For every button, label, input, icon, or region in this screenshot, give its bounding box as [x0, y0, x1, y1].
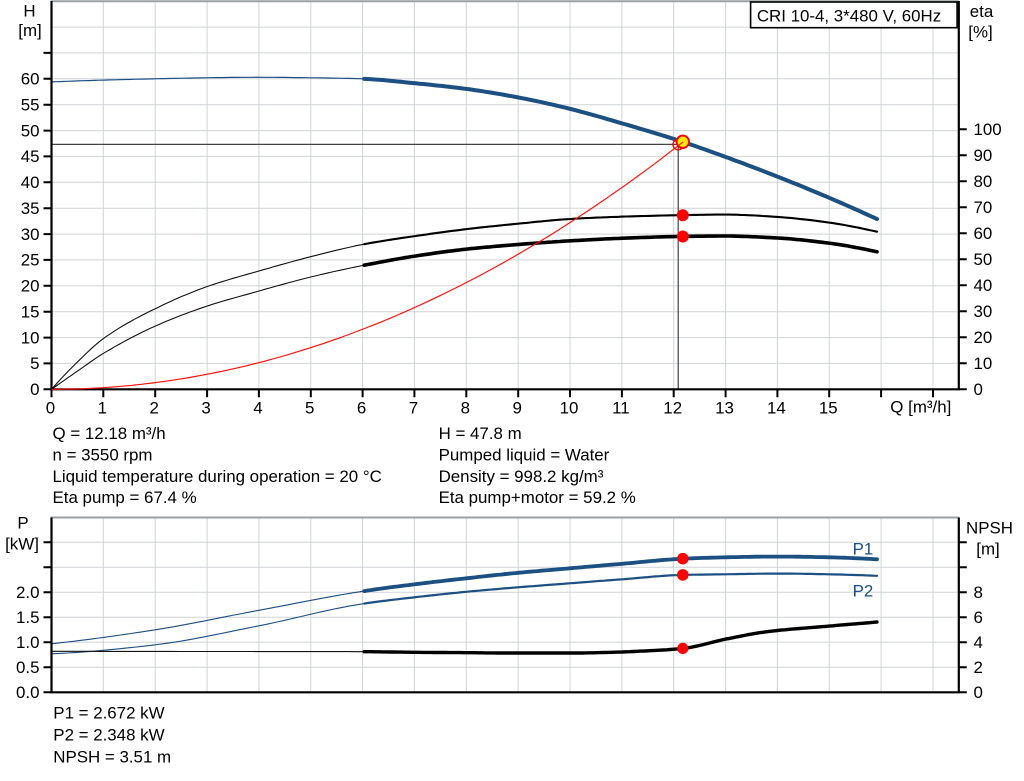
svg-text:40: 40 — [21, 173, 40, 192]
svg-text:Q [m³/h]: Q [m³/h] — [890, 398, 951, 417]
svg-text:Pumped liquid = Water: Pumped liquid = Water — [439, 445, 610, 464]
svg-text:Eta pump = 67.4 %: Eta pump = 67.4 % — [53, 488, 197, 507]
svg-text:Liquid temperature during oper: Liquid temperature during operation = 20… — [53, 467, 382, 486]
svg-text:Eta pump+motor = 59.2 %: Eta pump+motor = 59.2 % — [439, 488, 636, 507]
svg-text:5: 5 — [30, 354, 39, 373]
svg-text:P1: P1 — [853, 539, 874, 558]
svg-text:Density = 998.2 kg/m³: Density = 998.2 kg/m³ — [439, 467, 604, 486]
svg-text:H: H — [23, 2, 35, 21]
svg-text:2.0: 2.0 — [16, 583, 39, 602]
svg-text:[m]: [m] — [976, 540, 999, 559]
svg-text:0.0: 0.0 — [16, 683, 39, 702]
svg-text:P: P — [17, 514, 28, 533]
svg-text:10: 10 — [21, 328, 40, 347]
svg-text:55: 55 — [21, 95, 40, 114]
svg-text:0: 0 — [974, 683, 983, 702]
svg-text:8: 8 — [974, 583, 983, 602]
svg-text:0: 0 — [30, 380, 39, 399]
svg-text:9: 9 — [512, 398, 521, 417]
svg-text:30: 30 — [21, 225, 40, 244]
svg-text:2: 2 — [149, 398, 158, 417]
svg-text:6: 6 — [357, 398, 366, 417]
svg-text:4: 4 — [974, 633, 983, 652]
svg-text:1.0: 1.0 — [16, 633, 39, 652]
svg-text:60: 60 — [21, 70, 40, 89]
svg-text:6: 6 — [974, 608, 983, 627]
svg-text:40: 40 — [974, 276, 993, 295]
svg-text:2: 2 — [974, 658, 983, 677]
svg-text:[%]: [%] — [968, 22, 992, 41]
svg-text:H = 47.8 m: H = 47.8 m — [439, 424, 522, 443]
svg-text:Q = 12.18 m³/h: Q = 12.18 m³/h — [53, 424, 166, 443]
svg-text:7: 7 — [409, 398, 418, 417]
svg-text:60: 60 — [974, 224, 993, 243]
svg-text:NPSH = 3.51 m: NPSH = 3.51 m — [53, 747, 171, 766]
svg-text:10: 10 — [560, 398, 579, 417]
svg-text:3: 3 — [201, 398, 210, 417]
svg-text:100: 100 — [974, 120, 1002, 139]
svg-text:[m]: [m] — [18, 21, 41, 40]
svg-text:P2: P2 — [853, 581, 874, 600]
svg-text:20: 20 — [21, 277, 40, 296]
svg-text:[kW]: [kW] — [5, 535, 39, 554]
svg-text:30: 30 — [974, 302, 993, 321]
svg-text:15: 15 — [819, 398, 838, 417]
svg-text:P2 = 2.348 kW: P2 = 2.348 kW — [53, 725, 164, 744]
svg-text:eta: eta — [970, 2, 994, 21]
svg-text:50: 50 — [974, 250, 993, 269]
svg-text:8: 8 — [461, 398, 470, 417]
svg-text:13: 13 — [715, 398, 734, 417]
svg-text:0: 0 — [46, 398, 55, 417]
svg-text:1.5: 1.5 — [16, 608, 39, 627]
svg-text:0.5: 0.5 — [16, 658, 39, 677]
svg-text:n = 3550 rpm: n = 3550 rpm — [53, 445, 153, 464]
svg-text:70: 70 — [974, 198, 993, 217]
svg-text:P1 = 2.672 kW: P1 = 2.672 kW — [53, 703, 164, 722]
svg-text:12: 12 — [663, 398, 682, 417]
svg-text:1: 1 — [98, 398, 107, 417]
svg-text:25: 25 — [21, 251, 40, 270]
svg-text:45: 45 — [21, 147, 40, 166]
svg-text:90: 90 — [974, 146, 993, 165]
svg-text:15: 15 — [21, 302, 40, 321]
svg-text:11: 11 — [612, 398, 630, 417]
svg-text:4: 4 — [253, 398, 262, 417]
svg-text:35: 35 — [21, 199, 40, 218]
svg-text:50: 50 — [21, 121, 40, 140]
svg-text:CRI 10-4, 3*480 V, 60Hz: CRI 10-4, 3*480 V, 60Hz — [757, 6, 941, 25]
svg-text:5: 5 — [305, 398, 314, 417]
svg-text:10: 10 — [974, 354, 993, 373]
svg-text:80: 80 — [974, 172, 993, 191]
svg-text:NPSH: NPSH — [966, 519, 1013, 538]
svg-text:14: 14 — [767, 398, 786, 417]
svg-text:20: 20 — [974, 328, 993, 347]
svg-text:0: 0 — [974, 380, 983, 399]
